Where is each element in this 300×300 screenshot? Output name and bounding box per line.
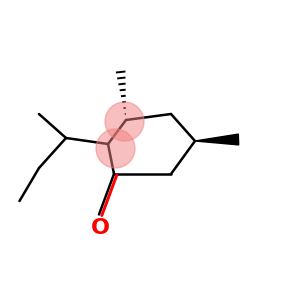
Circle shape xyxy=(105,102,144,141)
Text: O: O xyxy=(91,218,110,238)
Circle shape xyxy=(96,129,135,168)
Polygon shape xyxy=(195,134,239,145)
